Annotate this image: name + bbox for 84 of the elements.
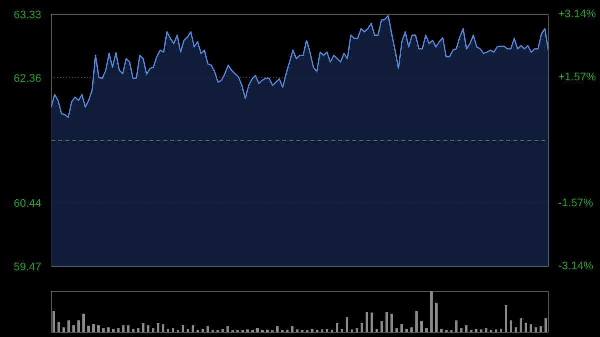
bar	[520, 318, 522, 332]
bar	[102, 328, 105, 332]
bar	[186, 329, 190, 332]
bar	[540, 326, 542, 332]
bar	[341, 329, 344, 332]
bar	[500, 329, 503, 332]
bar	[152, 328, 155, 332]
bar	[112, 329, 115, 332]
bar	[366, 312, 368, 332]
bar	[192, 326, 194, 332]
bar	[137, 328, 140, 332]
bar	[396, 328, 398, 332]
bar	[514, 328, 518, 332]
bar	[455, 320, 458, 332]
bar	[390, 314, 394, 332]
bar	[534, 328, 538, 332]
bar	[296, 330, 299, 332]
y-tick-label: 59.47	[14, 262, 42, 274]
bar	[326, 329, 329, 332]
bar	[350, 330, 354, 332]
bar	[370, 312, 374, 332]
bar	[460, 328, 463, 332]
bar	[122, 326, 125, 332]
bar	[311, 329, 314, 332]
bar	[142, 323, 145, 332]
bar	[82, 314, 86, 332]
bar	[321, 330, 324, 332]
y-tick-label: 63.33	[14, 10, 42, 22]
bar	[246, 330, 250, 332]
bar	[376, 329, 378, 332]
bar	[475, 329, 478, 332]
bar	[346, 317, 348, 332]
bar	[226, 326, 230, 332]
bar	[410, 328, 414, 332]
bar	[256, 328, 259, 332]
y-tick-label: 60.44	[14, 198, 42, 210]
y2-tick-label: +3.14%	[558, 8, 596, 20]
bar	[495, 330, 498, 332]
bar	[440, 329, 443, 332]
bar	[68, 320, 70, 332]
bar	[182, 326, 184, 332]
bar	[147, 326, 150, 332]
bar	[430, 292, 433, 332]
bar	[336, 323, 339, 332]
bar	[78, 320, 80, 332]
bar	[435, 302, 438, 332]
bar	[386, 312, 388, 332]
bar	[510, 320, 512, 332]
bar	[117, 328, 120, 332]
bar	[167, 329, 170, 332]
bar	[72, 326, 76, 332]
bar	[544, 318, 548, 332]
y-tick-label: 62.36	[14, 72, 42, 85]
bar	[58, 322, 60, 332]
bar	[505, 305, 508, 332]
bar	[92, 324, 95, 332]
bar	[107, 328, 110, 332]
bar	[406, 329, 408, 332]
bar	[360, 323, 364, 332]
bar	[202, 329, 204, 332]
bar	[127, 326, 130, 332]
bar	[425, 328, 428, 332]
bar	[62, 328, 66, 332]
y2-tick-label: -3.14%	[558, 260, 594, 272]
bar	[420, 321, 424, 332]
bar	[157, 323, 160, 332]
bar	[162, 324, 165, 332]
bar	[206, 326, 210, 332]
bar	[480, 330, 483, 332]
bar	[52, 311, 56, 332]
bar	[530, 324, 532, 332]
bar	[400, 324, 404, 332]
y2-tick-label: +1.57%	[558, 72, 596, 84]
bar	[172, 328, 175, 332]
bar	[524, 323, 528, 332]
bar	[485, 328, 488, 332]
bar	[356, 328, 358, 332]
bar	[276, 326, 279, 332]
y2-tick-label: -1.57%	[558, 198, 594, 210]
bar	[97, 326, 100, 332]
bar	[291, 326, 294, 332]
bar	[88, 326, 90, 332]
bar	[416, 311, 418, 332]
bar	[222, 329, 224, 332]
